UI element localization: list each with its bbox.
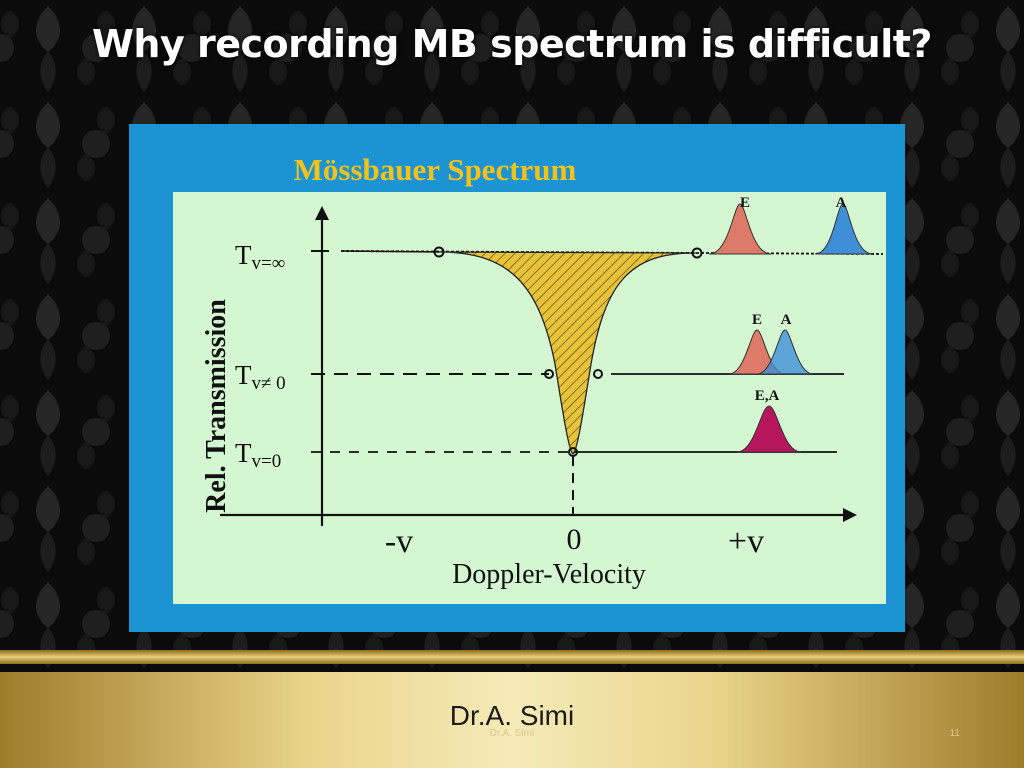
- y-axis-label: Rel. Transmission: [201, 299, 232, 513]
- inset2-label-e: E: [752, 312, 762, 328]
- x-axis-arrow: [843, 508, 857, 522]
- gold-ornament-band: [0, 650, 1024, 664]
- x-axis-label: Doppler-Velocity: [452, 559, 646, 590]
- inset1-label-e: E: [740, 195, 750, 211]
- level-label-zero: Tv=0: [235, 438, 281, 472]
- diagram-title: Mössbauer Spectrum: [294, 152, 577, 187]
- x-tick-plus-v: +v: [728, 523, 764, 560]
- level-label-infinity: Tv=∞: [235, 240, 285, 274]
- inset1-label-a: A: [836, 195, 847, 211]
- level-label-nonzero: Tv≠ 0: [235, 360, 286, 394]
- mossbauer-diagram: Mössbauer Spectrum Tv=∞ Tv≠ 0 Tv=0 Rel. …: [173, 152, 886, 604]
- author-name: Dr.A. Simi: [449, 700, 575, 731]
- slide-number: 11: [949, 728, 960, 739]
- curve-point: [593, 369, 603, 379]
- curve-point: [544, 369, 554, 379]
- x-tick-zero: 0: [567, 523, 582, 556]
- curve-point: [691, 247, 703, 259]
- overlap-peak: [736, 405, 802, 453]
- absorption-peak: [756, 329, 814, 375]
- curve-point: [568, 447, 578, 457]
- hatched-absorption-area: [438, 251, 698, 455]
- curve-point: [433, 246, 445, 258]
- diagram-frame: Mössbauer Spectrum Tv=∞ Tv≠ 0 Tv=0 Rel. …: [129, 124, 905, 632]
- y-axis-arrow: [315, 206, 329, 220]
- slide-title: Why recording MB spectrum is difficult?: [92, 22, 932, 66]
- inset2-label-a: A: [781, 312, 792, 328]
- footer-author-small: Dr.A. Simi: [489, 728, 535, 739]
- absorption-peak: [814, 203, 874, 255]
- footer-bar: Dr.A. Simi Dr.A. Simi 11: [0, 672, 1024, 768]
- x-tick-minus-v: -v: [385, 523, 413, 560]
- emission-peak: [708, 203, 772, 255]
- inset3-label-ea: E,A: [755, 388, 780, 404]
